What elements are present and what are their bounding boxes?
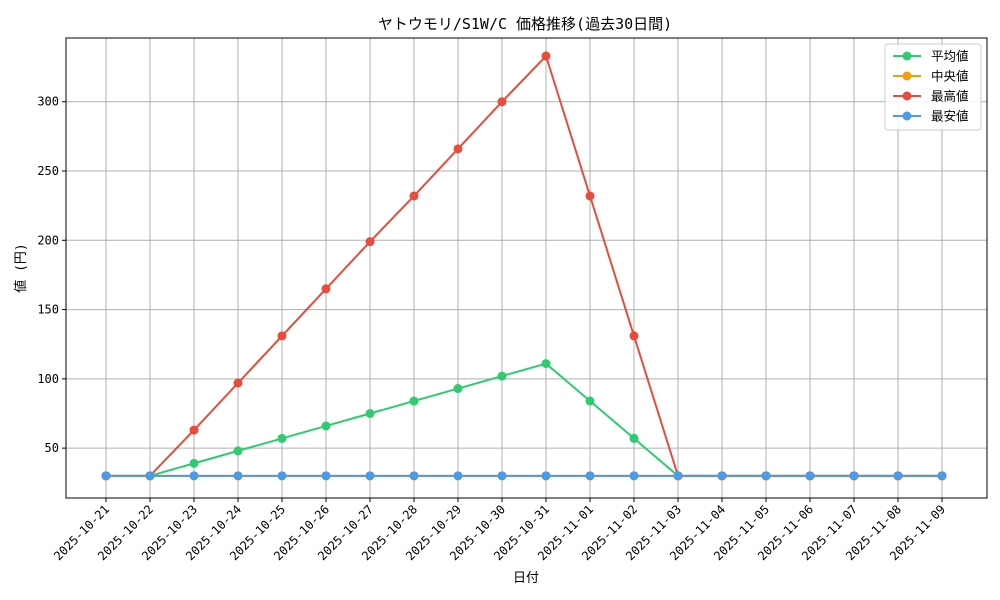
data-point [233, 378, 243, 388]
data-point [629, 433, 639, 443]
legend-label: 中央値 [931, 69, 969, 84]
data-point [145, 471, 155, 481]
series-layer [101, 51, 947, 481]
data-point [101, 471, 111, 481]
data-point [541, 51, 551, 61]
data-point [717, 471, 727, 481]
data-point [233, 446, 243, 456]
data-point [497, 471, 507, 481]
y-tick-label: 300 [37, 95, 59, 109]
y-axis: 50 100 150 200 250 300 [37, 95, 66, 455]
data-point [673, 471, 683, 481]
data-point [277, 331, 287, 341]
legend-item: 平均値 [893, 49, 969, 64]
y-axis-label: 値 (円) [13, 243, 29, 292]
plot-area-frame [65, 37, 988, 499]
series-3 [101, 51, 947, 481]
data-point [233, 471, 243, 481]
data-point [321, 471, 331, 481]
y-tick-label: 250 [37, 164, 59, 178]
data-point [585, 471, 595, 481]
series-4 [101, 471, 947, 481]
legend-marker [902, 71, 912, 81]
data-point [937, 471, 947, 481]
data-point [277, 433, 287, 443]
series-line [106, 362, 942, 477]
data-point [189, 471, 199, 481]
data-point [453, 471, 463, 481]
chart-title: ヤトウモリ/S1W/C 価格推移(過去30日間) [378, 15, 672, 33]
data-point [761, 471, 771, 481]
data-point [453, 384, 463, 394]
data-point [365, 408, 375, 418]
grid-lines [66, 38, 987, 498]
y-tick-label: 200 [37, 233, 59, 247]
data-point [585, 396, 595, 406]
legend-item: 中央値 [893, 69, 969, 84]
data-point [409, 471, 419, 481]
data-point [365, 237, 375, 247]
y-tick-label: 100 [37, 372, 59, 386]
series-line [106, 55, 942, 477]
data-point [321, 284, 331, 294]
legend-box [884, 43, 982, 131]
legend-item: 最安値 [893, 109, 969, 124]
data-point [629, 471, 639, 481]
data-point [409, 191, 419, 201]
data-point [497, 371, 507, 381]
x-axis-label: 日付 [513, 571, 539, 586]
data-point [277, 471, 287, 481]
legend-marker [902, 91, 912, 101]
data-point [189, 425, 199, 435]
data-point [365, 471, 375, 481]
legend-marker [902, 51, 912, 61]
x-axis: 2025-10-212025-10-222025-10-232025-10-24… [51, 498, 948, 563]
data-point [585, 191, 595, 201]
data-point [629, 331, 639, 341]
data-point [453, 144, 463, 154]
data-point [497, 97, 507, 107]
data-point [849, 471, 859, 481]
legend-item: 最高値 [893, 89, 969, 104]
y-tick-label: 150 [37, 303, 59, 317]
data-point [541, 359, 551, 369]
data-point [541, 471, 551, 481]
legend-marker [902, 111, 912, 121]
series-1 [101, 359, 947, 481]
legend-label: 平均値 [931, 49, 969, 64]
legend-label: 最高値 [931, 89, 969, 104]
data-point [321, 421, 331, 431]
data-point [893, 471, 903, 481]
data-point [189, 458, 199, 468]
y-tick-label: 50 [45, 441, 59, 455]
data-point [805, 471, 815, 481]
legend-label: 最安値 [931, 109, 969, 124]
data-point [409, 396, 419, 406]
